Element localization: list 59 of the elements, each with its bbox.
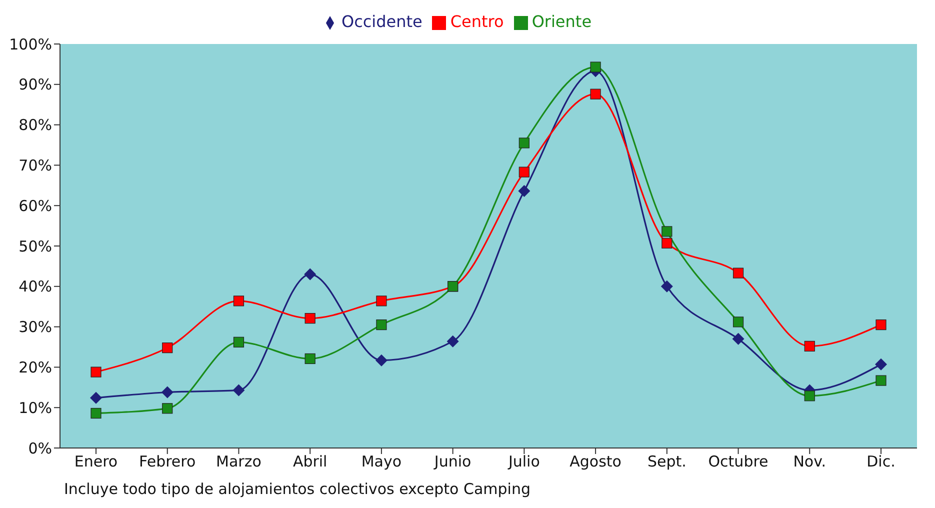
y-tick-label: 20% — [18, 358, 52, 377]
y-tick-label: 0% — [28, 439, 52, 458]
legend-label: Centro — [450, 12, 504, 31]
point — [162, 342, 173, 354]
point — [233, 336, 244, 348]
point — [376, 296, 387, 306]
point — [376, 319, 387, 330]
x-tick-label: Octubre — [708, 452, 768, 471]
y-tick-label: 70% — [18, 156, 52, 175]
point — [875, 358, 887, 370]
point — [732, 332, 744, 345]
point — [90, 408, 102, 419]
point — [876, 319, 886, 330]
point — [732, 268, 744, 278]
x-tick-label: Nov. — [793, 452, 826, 471]
y-tick-label: 90% — [18, 76, 52, 94]
x-tick-label: Marzo — [216, 452, 262, 471]
x-tick-label: Sept. — [647, 452, 686, 471]
x-tick-label: Junio — [433, 452, 472, 471]
legend-label: Oriente — [532, 12, 592, 31]
y-tick-label: 80% — [18, 116, 52, 134]
y-tick-label: 30% — [18, 318, 52, 336]
point — [732, 316, 744, 328]
text: Incluye todo tipo de alojamientos colectivos excepto Camping — [64, 480, 530, 498]
point — [304, 268, 316, 280]
point — [304, 353, 316, 364]
point — [161, 386, 174, 398]
point — [518, 166, 530, 178]
point — [233, 296, 244, 306]
x-tick-label: Febrero — [139, 452, 196, 471]
x-tick-label: Enero — [74, 452, 118, 471]
point — [660, 280, 673, 292]
point — [662, 226, 672, 237]
point — [518, 185, 530, 198]
point — [304, 313, 316, 324]
point — [90, 366, 102, 378]
x-tick-label: Mayo — [361, 452, 402, 471]
point — [590, 88, 601, 100]
point — [876, 375, 886, 386]
x-tick-label: Agosto — [570, 452, 622, 471]
x-tick-label: Dic. — [866, 452, 896, 471]
point — [90, 392, 102, 404]
y-tick-label: 10% — [18, 398, 52, 417]
y-tick-label: 100% — [9, 35, 52, 54]
point — [804, 340, 815, 352]
x-tick-label: Julio — [507, 452, 540, 471]
y-tick-label: 40% — [18, 278, 52, 296]
point — [375, 354, 388, 366]
point — [232, 384, 245, 396]
point — [446, 335, 459, 348]
point — [162, 403, 173, 414]
y-tick-label: 60% — [18, 196, 52, 215]
point — [590, 62, 601, 72]
x-tick-label: Abril — [292, 452, 328, 471]
point — [804, 390, 815, 402]
y-tick-label: 50% — [18, 237, 52, 256]
legend-label: Occidente — [341, 12, 422, 31]
point — [518, 138, 530, 148]
point — [662, 238, 672, 248]
